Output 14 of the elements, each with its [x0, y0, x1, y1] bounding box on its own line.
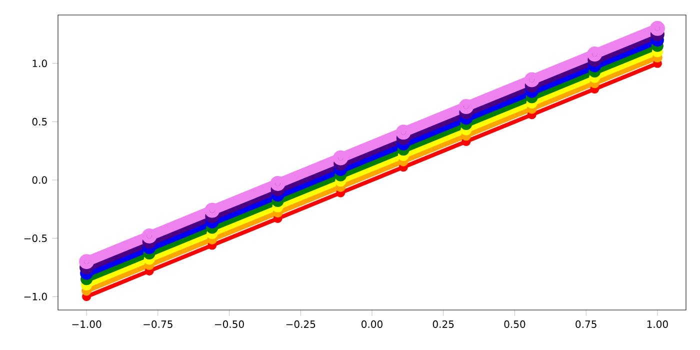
x-tick-label: −1.00 [72, 320, 102, 328]
x-tick-label: −0.50 [215, 320, 244, 328]
y-tick-label: 1.0 [32, 60, 47, 68]
x-tick-label: 0.25 [432, 320, 454, 328]
x-tick-label: −0.75 [144, 320, 172, 328]
x-tick-label: 1.00 [647, 320, 668, 328]
y-tick-label: −1.0 [24, 292, 47, 300]
x-tick-label: 0.50 [504, 320, 526, 328]
y-tick-label: 0.5 [32, 118, 47, 126]
x-tick-label: 0.75 [576, 320, 596, 328]
y-tick-label: −0.5 [24, 234, 47, 242]
y-tick-label: 0.0 [32, 176, 47, 184]
x-tick-label: −0.25 [286, 320, 316, 328]
x-tick-label: 0.00 [362, 320, 382, 328]
